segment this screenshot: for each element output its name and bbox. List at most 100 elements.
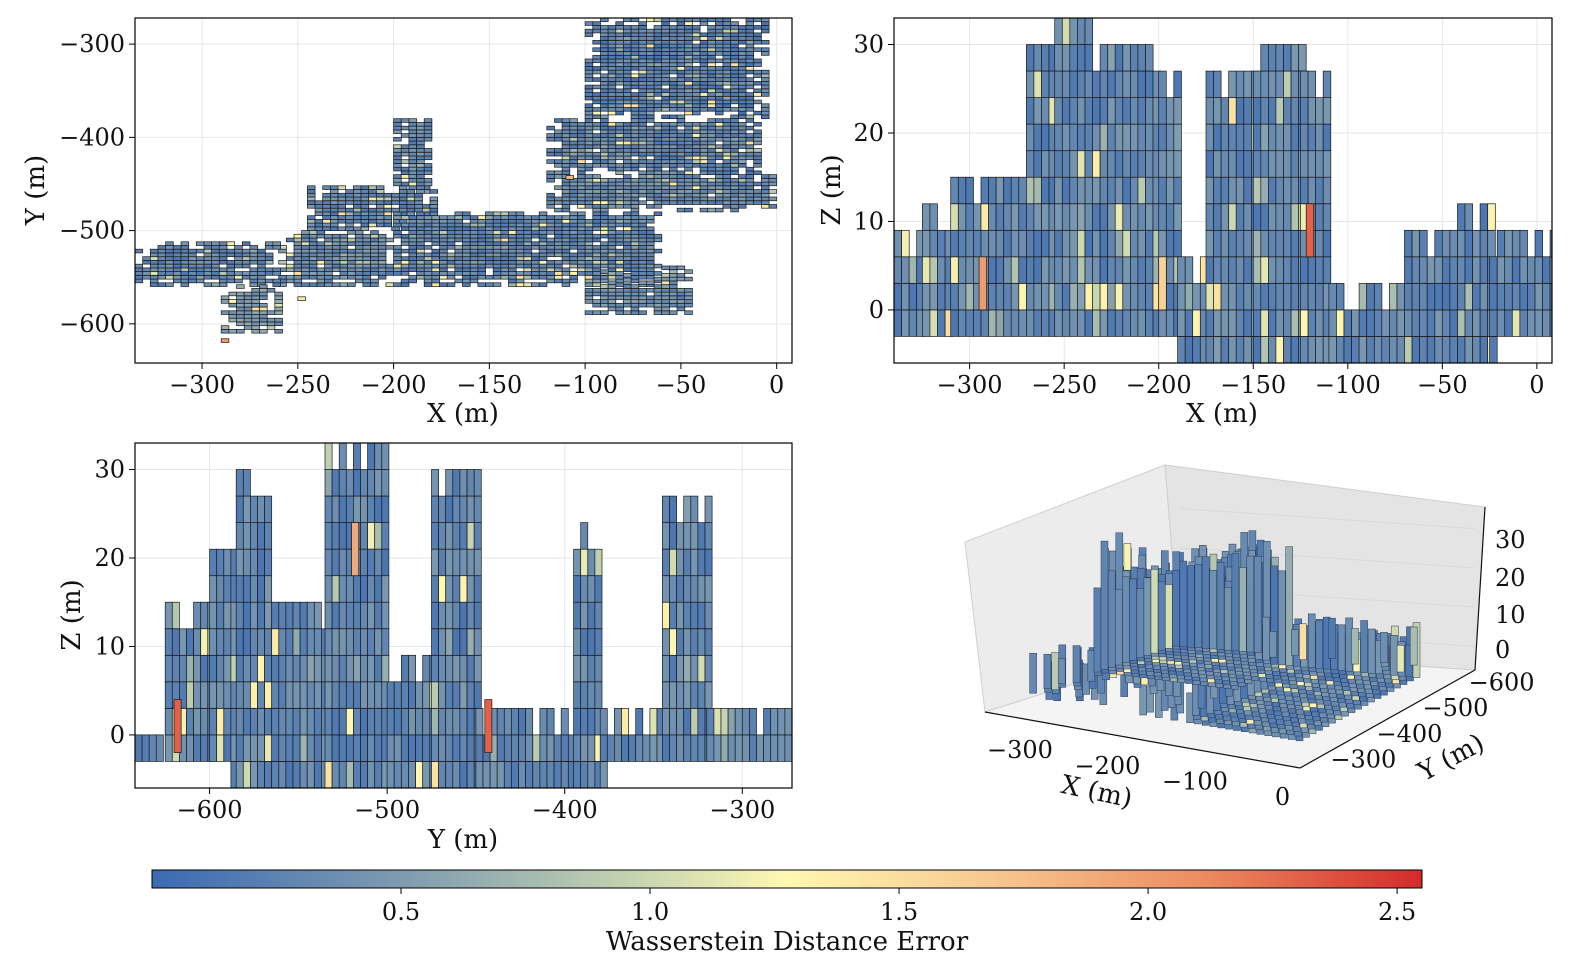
voxel-cell: [423, 166, 433, 172]
voxel-cell: [546, 125, 555, 131]
tick-label-y: 30: [853, 31, 884, 59]
voxel-cell: [646, 114, 655, 120]
voxel-cell: [367, 628, 376, 656]
voxel-cell: [264, 681, 273, 709]
voxel-column-3d: [1270, 565, 1279, 665]
voxel-cell: [330, 226, 339, 231]
voxel-cell: [438, 548, 447, 577]
voxel-cell: [628, 734, 637, 762]
voxel-cell: [1228, 176, 1237, 205]
voxel-cell: [353, 654, 361, 683]
voxel-cell: [607, 137, 617, 142]
voxel-cell: [236, 295, 245, 300]
voxel-cell: [209, 708, 218, 736]
voxel-cell: [561, 215, 571, 220]
voxel-cell: [1307, 97, 1317, 125]
voxel-cell: [638, 36, 647, 41]
voxel-cell: [243, 310, 253, 315]
tick-label-y: −600: [59, 310, 125, 338]
voxel-cell: [531, 267, 540, 272]
voxel-cell: [1322, 176, 1332, 205]
voxel-cell: [623, 28, 632, 34]
voxel-cell: [374, 575, 383, 603]
voxel-cell: [690, 628, 699, 656]
voxel-cell: [445, 548, 454, 577]
voxel-cell: [1165, 256, 1175, 284]
voxel-cell: [241, 271, 251, 276]
voxel-cell: [577, 159, 586, 164]
voxel-cell: [274, 295, 283, 300]
voxel-cell: [653, 32, 663, 37]
voxel-cell: [683, 575, 692, 603]
voxel-cell: [423, 252, 433, 258]
voxel-cell: [188, 278, 197, 284]
voxel-cell: [738, 140, 747, 146]
voxel-cell: [523, 226, 532, 231]
voxel-cell: [186, 734, 194, 762]
voxel-cell: [761, 103, 770, 108]
voxel-cell: [508, 241, 517, 246]
voxel-cell: [257, 260, 266, 265]
voxel-cell: [577, 151, 586, 157]
voxel-cell: [223, 575, 232, 603]
voxel-cell: [638, 181, 647, 187]
voxel-cell: [662, 548, 670, 577]
voxel-cell: [211, 267, 220, 272]
voxel-cell: [607, 144, 617, 149]
voxel-cell: [180, 260, 190, 265]
voxel-cell: [462, 248, 471, 254]
voxel-cell: [561, 219, 571, 224]
voxel-cell: [459, 628, 468, 656]
voxel-cell: [592, 192, 601, 198]
voxel-cell: [1069, 256, 1078, 284]
voxel-cell: [738, 28, 747, 34]
voxel-cell: [761, 88, 770, 93]
voxel-cell: [331, 252, 341, 258]
voxel-cell: [398, 207, 408, 213]
voxel-cell: [561, 233, 571, 239]
voxel-cell: [1077, 150, 1086, 178]
voxel-cell: [485, 237, 494, 243]
voxel-cell: [577, 263, 586, 269]
voxel-cell: [761, 77, 770, 82]
voxel-cell: [1107, 283, 1116, 311]
voxel-cell: [1243, 150, 1252, 178]
voxel-cell: [569, 163, 578, 168]
voxel-cell: [188, 263, 197, 269]
voxel-cell: [727, 708, 736, 736]
voxel-cell: [738, 155, 747, 161]
voxel-cell: [157, 267, 167, 272]
voxel-cell: [1041, 283, 1050, 311]
voxel-cell: [1290, 97, 1300, 125]
voxel-cell: [1213, 309, 1222, 337]
voxel-cell: [1130, 123, 1139, 152]
voxel-cell: [259, 288, 268, 293]
voxel-cell: [462, 226, 471, 231]
voxel-cell: [623, 215, 632, 220]
voxel-cell: [741, 708, 750, 736]
voxel-cell: [600, 118, 609, 123]
voxel-cell: [623, 51, 632, 56]
voxel-cell: [715, 137, 724, 142]
voxel-cell: [1061, 150, 1071, 178]
voxel-cell: [1519, 256, 1528, 284]
voxel-cell: [278, 708, 287, 736]
voxel-cell: [216, 575, 225, 603]
voxel-cell: [538, 241, 548, 246]
voxel-cell: [580, 628, 589, 656]
voxel-cell: [1479, 229, 1489, 258]
voxel-cell: [149, 260, 159, 265]
voxel-cell: [653, 271, 663, 276]
voxel-cell: [699, 43, 709, 49]
voxel-cell: [738, 174, 747, 179]
voxel-cell: [600, 222, 609, 228]
voxel-cell: [1404, 229, 1413, 258]
voxel-cell: [1130, 70, 1139, 98]
voxel-cell: [400, 118, 410, 123]
voxel-cell: [452, 495, 461, 523]
tick-label-3d-x: 0: [1275, 783, 1290, 811]
voxel-cell: [569, 233, 578, 239]
voxel-cell: [393, 129, 402, 134]
voxel-column-3d: [1396, 645, 1405, 673]
voxel-cell: [259, 329, 268, 334]
